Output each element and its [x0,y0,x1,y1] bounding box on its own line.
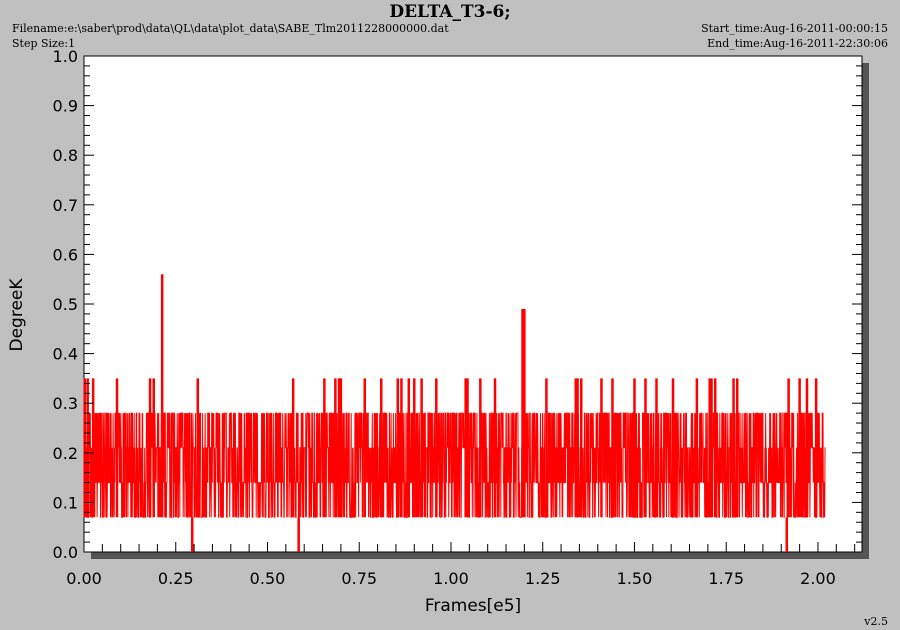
series-line [83,412,826,518]
end-time-label: End_time:Aug-16-2011-22:30:06 [707,37,888,50]
version-label: v2.5 [864,615,888,628]
y-tick-label: 0.8 [53,146,78,165]
y-tick-label: 0.1 [53,493,78,512]
y-tick-label: 0.6 [53,245,78,264]
x-tick-labels: 0.00 0.25 0.50 0.75 1.00 1.25 1.50 1.75 2.00 [66,569,836,588]
x-axis-title: Frames[e5] [425,596,521,616]
x-tick-label: 1.25 [525,569,561,588]
y-tick-label: 1.0 [53,47,78,66]
y-tick-label: 0.2 [53,444,78,463]
y-tick-label: 0.7 [53,196,78,215]
series-group [83,274,826,552]
x-tick-label: 2.00 [800,569,836,588]
y-tick-label: 0.9 [53,97,78,116]
x-tick-label: 0.75 [341,569,377,588]
x-tick-label: 1.50 [617,569,653,588]
x-tick-label: 0.25 [158,569,194,588]
chart-title: DELTA_T3-6; [389,2,511,22]
start-time-label: Start_time:Aug-16-2011-00:00:15 [701,22,888,35]
y-tick-label: 0.0 [53,543,78,562]
y-tick-label: 0.5 [53,295,78,314]
filename-label: Filename:e:\saber\prod\data\QL\data\plot… [12,22,449,35]
y-tick-labels: 0.0 0.1 0.2 0.3 0.4 0.5 0.6 0.7 0.8 0.9 1.0 [53,47,78,562]
step-size-label: Step Size:1 [12,37,76,50]
y-axis-title: DegreeK [7,278,27,352]
y-tick-label: 0.3 [53,394,78,413]
y-tick-label: 0.4 [53,345,78,364]
axis-ticks [83,55,862,553]
x-tick-label: 1.75 [708,569,744,588]
x-tick-label: 0.00 [66,569,102,588]
x-tick-label: 0.50 [250,569,286,588]
x-tick-label: 1.00 [433,569,469,588]
